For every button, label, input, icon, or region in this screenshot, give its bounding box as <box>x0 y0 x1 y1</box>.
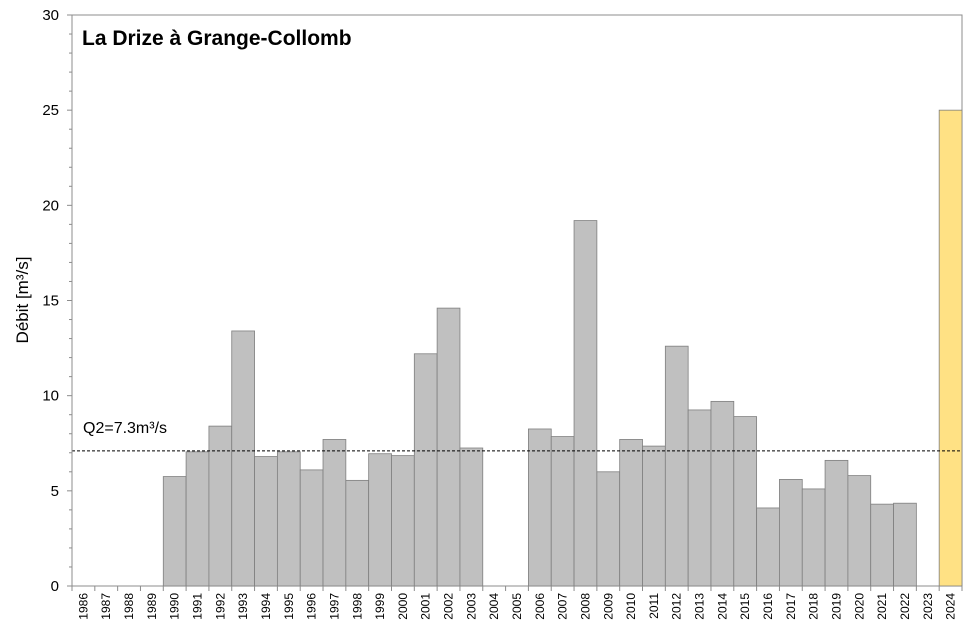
bar-2018 <box>801 488 826 587</box>
bar-2007 <box>550 436 575 587</box>
x-axis: 1986 1987 1988 1989 1990 1991 1992 1993 1994 1995… <box>71 586 963 620</box>
x-tick-label: 2006 <box>533 593 547 620</box>
bar-2020 <box>847 475 872 587</box>
bar-1993 <box>231 330 255 587</box>
x-tick-label: 2001 <box>419 593 433 620</box>
bar-2009 <box>596 471 621 587</box>
bar-2017 <box>779 479 803 587</box>
x-tick-label: 2016 <box>761 593 775 620</box>
bar-2012 <box>664 345 689 587</box>
x-tick-label: 2000 <box>396 593 410 620</box>
bar-2010 <box>619 439 643 587</box>
x-tick-label: 2007 <box>556 593 570 620</box>
x-tick-label: 1989 <box>145 593 159 620</box>
y-tick-label: 15 <box>42 293 59 310</box>
bar-2016 <box>756 507 780 587</box>
bar-1997 <box>322 439 347 587</box>
x-tick-label: 1988 <box>122 593 136 620</box>
x-tick-label: 2005 <box>510 593 524 620</box>
bar-2022 <box>893 502 917 587</box>
x-tick-label: 1995 <box>282 593 296 620</box>
bar-series <box>162 109 963 587</box>
bar-1996 <box>299 469 324 587</box>
x-tick-label: 1986 <box>76 593 90 620</box>
bar-1991 <box>185 451 210 587</box>
bar-2013 <box>687 409 712 587</box>
y-tick-label: 10 <box>42 388 59 405</box>
x-tick-label: 2021 <box>875 593 889 620</box>
x-tick-label: 2009 <box>601 593 615 620</box>
x-tick-label: 2018 <box>807 593 821 620</box>
bar-2006 <box>528 428 552 587</box>
bar-2014 <box>710 400 735 587</box>
x-tick-label: 2008 <box>578 593 592 620</box>
y-tick-label: 0 <box>51 578 59 595</box>
bar-1998 <box>345 479 370 587</box>
x-tick-label: 2002 <box>442 593 456 620</box>
bar-1995 <box>276 451 301 587</box>
bar-2008 <box>573 220 598 587</box>
x-tick-label: 2019 <box>829 593 843 620</box>
reference-line-label: Q2=7.3m³/s <box>83 420 167 437</box>
x-tick-label: 1996 <box>305 593 319 620</box>
x-tick-label: 2012 <box>670 593 684 620</box>
bar-2011 <box>642 445 666 587</box>
x-tick-label: 2003 <box>464 593 478 620</box>
x-tick-label: 1993 <box>236 593 250 620</box>
x-tick-label: 2024 <box>944 593 958 620</box>
bar-1994 <box>254 456 278 587</box>
x-tick-label: 1991 <box>191 593 205 620</box>
x-tick-label: 2004 <box>487 593 501 620</box>
x-tick-label: 1998 <box>350 593 364 620</box>
y-axis-title: Débit [m³/s] <box>13 257 32 344</box>
bar-2003 <box>459 447 484 587</box>
bar-2000 <box>391 455 415 587</box>
y-tick-label: 20 <box>42 197 59 214</box>
x-tick-label: 2015 <box>738 593 752 620</box>
y-tick-label: 25 <box>42 102 59 119</box>
x-tick-label: 2023 <box>921 593 935 620</box>
x-tick-label: 1990 <box>168 593 182 620</box>
bar-2021 <box>870 503 894 587</box>
x-tick-label: 2022 <box>898 593 912 620</box>
x-tick-label: 2020 <box>852 593 866 620</box>
bar-2019 <box>824 459 849 587</box>
bar-2024 <box>938 109 963 587</box>
chart-title: La Drize à Grange-Collomb <box>82 27 352 50</box>
x-tick-label: 2017 <box>784 593 798 620</box>
x-tick-label: 1999 <box>373 593 387 620</box>
bar-1992 <box>208 425 233 587</box>
y-tick-label: 30 <box>42 7 59 24</box>
bar-2002 <box>436 307 461 587</box>
x-tick-label: 2013 <box>693 593 707 620</box>
bar-1990 <box>162 476 187 587</box>
x-tick-label: 1992 <box>213 593 227 620</box>
bar-1999 <box>368 453 392 587</box>
x-tick-label: 2011 <box>647 593 661 619</box>
x-tick-label: 1997 <box>327 593 341 620</box>
bar-2015 <box>733 416 758 587</box>
x-tick-label: 2010 <box>624 593 638 620</box>
y-tick-label: 5 <box>51 483 59 500</box>
bar-2001 <box>413 353 438 587</box>
x-tick-label: 2014 <box>715 593 729 620</box>
reference-line-group: Q2=7.3m³/s <box>72 420 962 452</box>
y-axis: 0 5 10 15 20 25 30 <box>42 7 73 595</box>
x-tick-label: 1987 <box>99 593 113 620</box>
x-tick-label: 1994 <box>259 593 273 620</box>
